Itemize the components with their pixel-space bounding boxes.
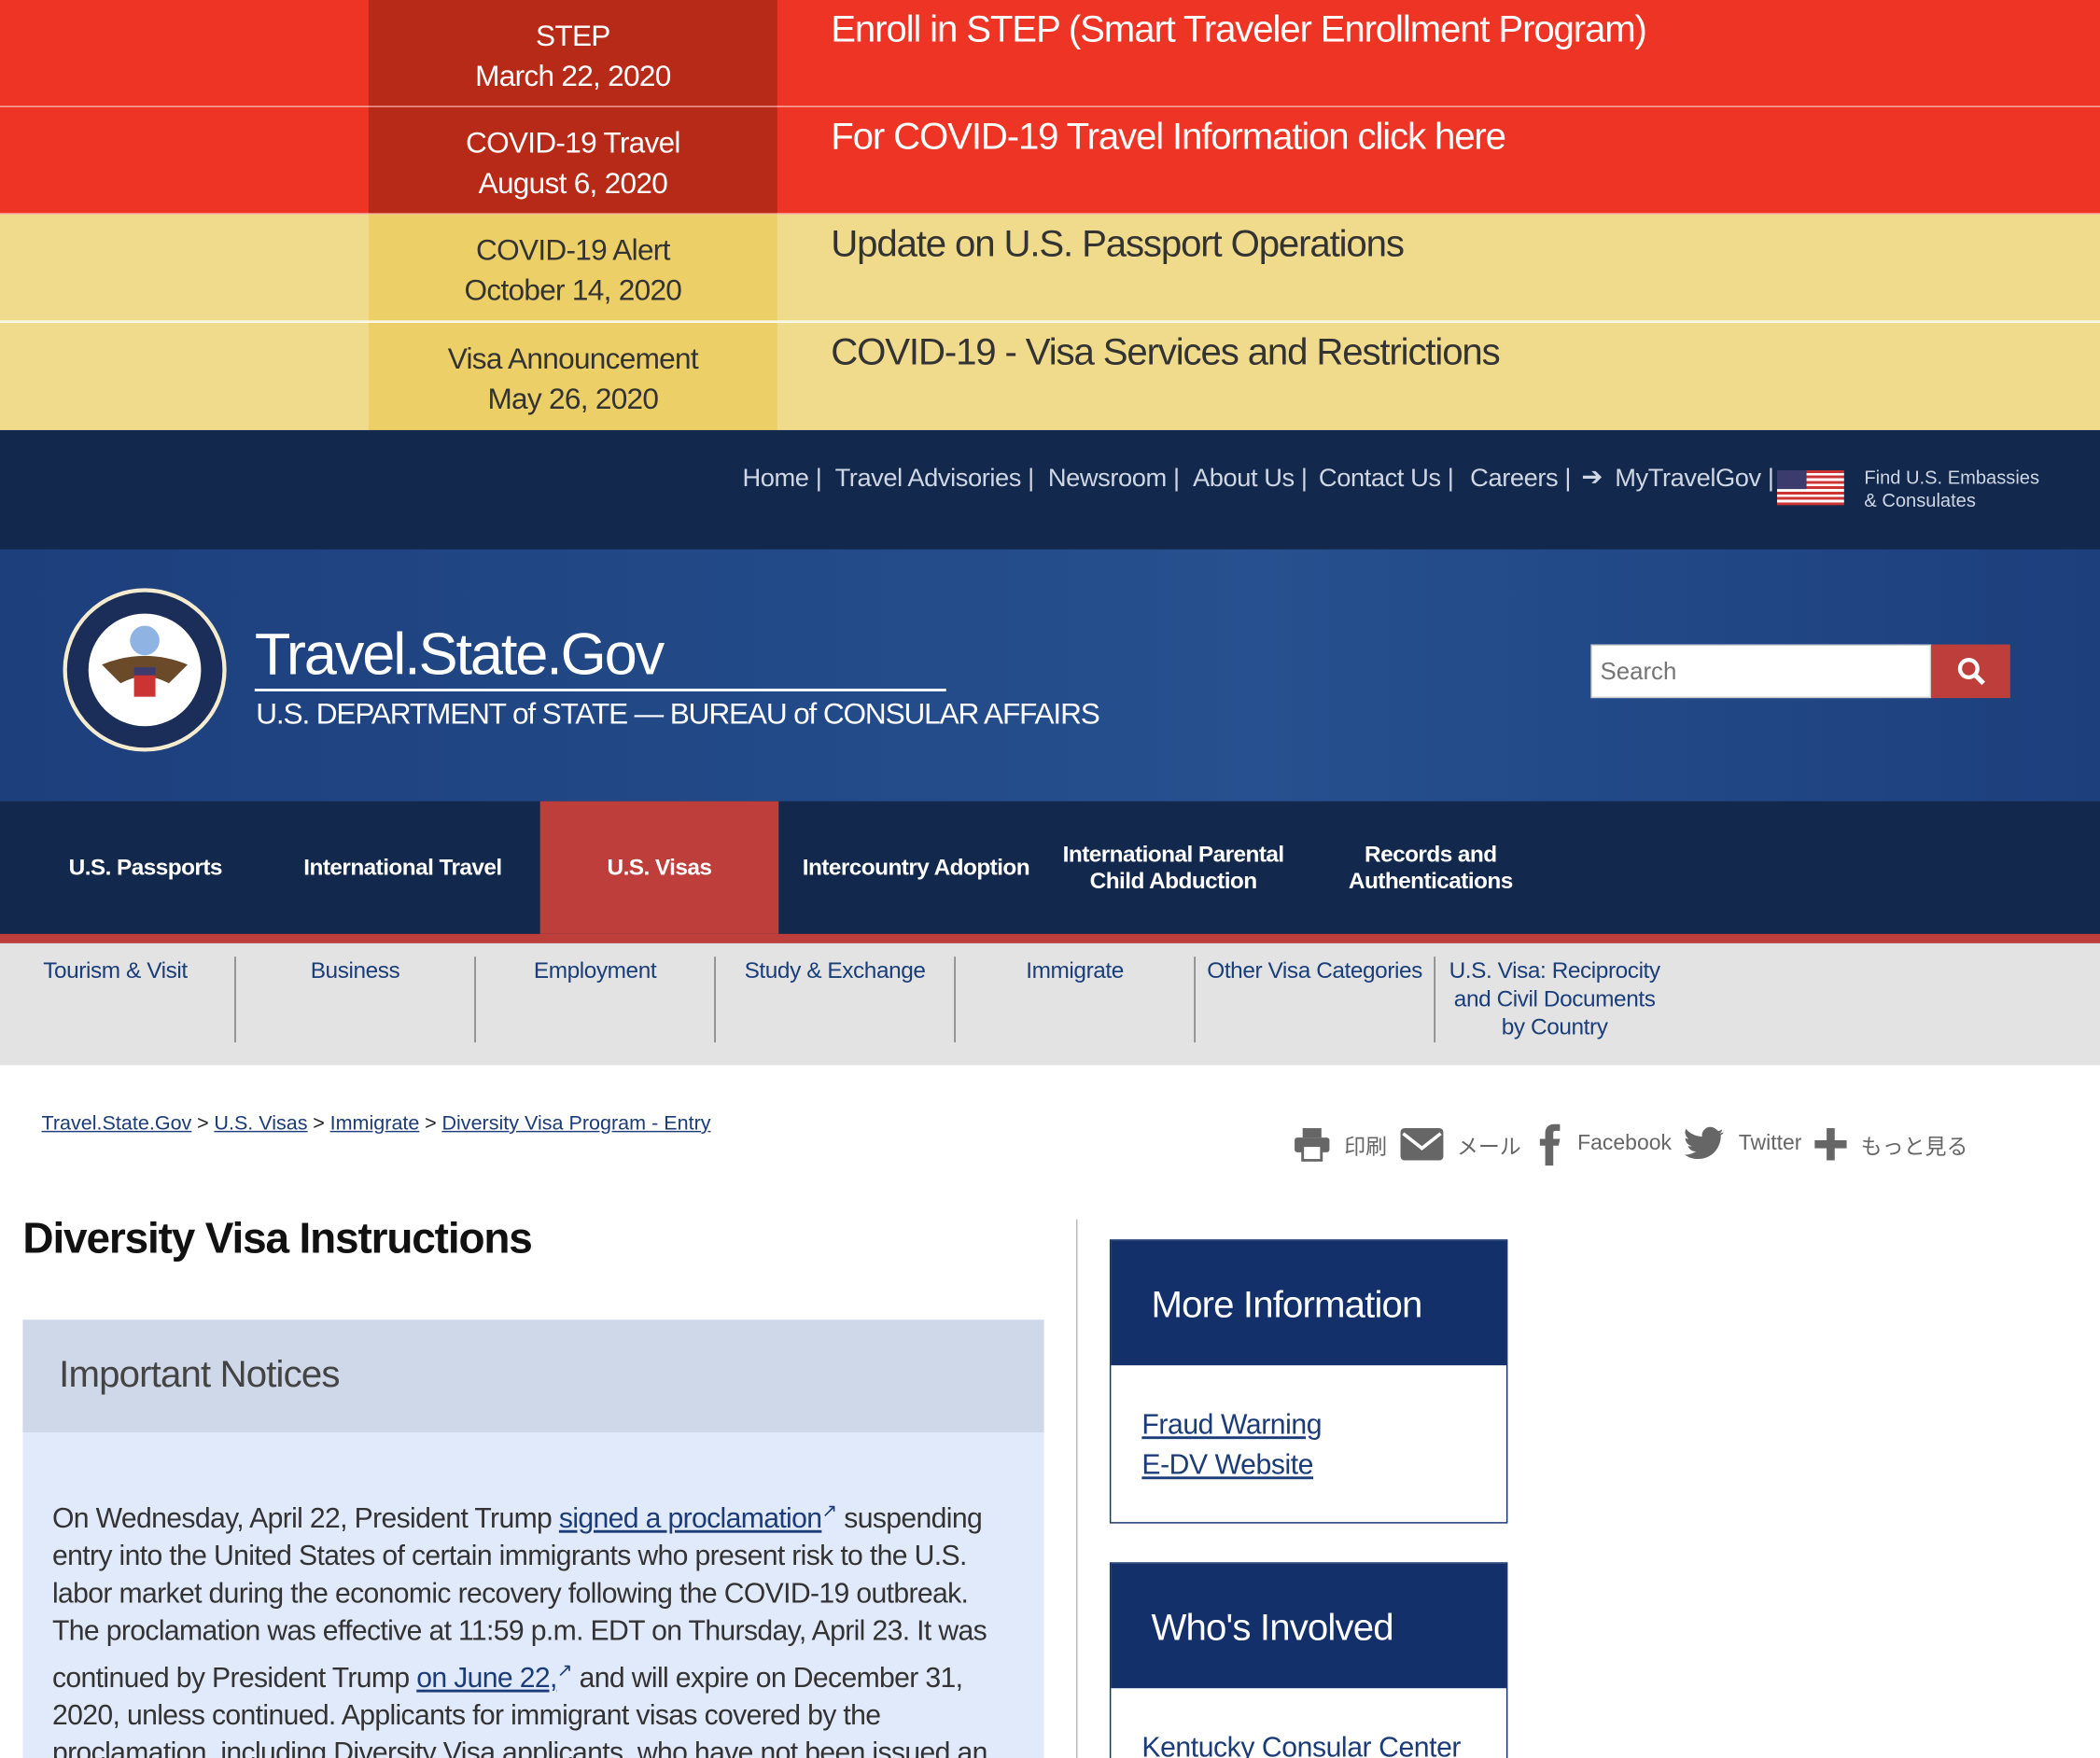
panel-links: Fraud Warning E-DV Website <box>1111 1365 1506 1486</box>
important-notices-box: Important Notices On Wednesday, April 22… <box>22 1319 1044 1758</box>
page-title: Diversity Visa Instructions <box>22 1213 532 1263</box>
tab-parental-child-abduction[interactable]: International Parental Child Abduction <box>1062 841 1285 894</box>
facebook-label[interactable]: Facebook <box>1577 1132 1672 1155</box>
sub-nav: Tourism & Visit Business Employment Stud… <box>0 942 2100 1066</box>
mail-icon[interactable] <box>1400 1127 1444 1162</box>
alert-step[interactable]: STEP March 22, 2020 Enroll in STEP (Smart… <box>0 0 2100 107</box>
subnav-reciprocity[interactable]: U.S. Visa: Reciprocity and Civil Documen… <box>1449 957 1661 1040</box>
main-nav: U.S. Passports International Travel U.S.… <box>0 801 2100 943</box>
twitter-icon[interactable] <box>1685 1126 1725 1162</box>
nav-careers[interactable]: Careers | <box>1470 465 1572 494</box>
site-subtitle: U.S. DEPARTMENT of STATE — BUREAU of CON… <box>256 696 1100 731</box>
embassy-line: Find U.S. Embassies <box>1864 466 2040 488</box>
nav-home[interactable]: Home | <box>742 465 822 494</box>
breadcrumb-link[interactable]: Immigrate <box>329 1111 420 1136</box>
notice-text: and will expire on December 31, 2020, un… <box>52 1662 987 1758</box>
embassy-line: & Consulates <box>1864 489 1976 511</box>
subnav-business[interactable]: Business <box>236 956 476 1043</box>
breadcrumb-link[interactable]: Diversity Visa Program - Entry <box>441 1111 711 1136</box>
alert-covid-alert[interactable]: COVID-19 Alert October 14, 2020 Update on… <box>0 214 2100 322</box>
subnav-study-exchange[interactable]: Study & Exchange <box>716 956 956 1043</box>
external-link-icon: ↗ <box>556 1658 573 1681</box>
alert-label: COVID-19 Travel August 6, 2020 <box>368 106 777 214</box>
alert-visa[interactable]: Visa Announcement May 26, 2020 COVID-19 -… <box>0 323 2100 432</box>
notices-heading: Important Notices <box>22 1319 1044 1432</box>
alert-type: COVID-19 Alert <box>476 232 670 267</box>
more-information-panel: More Information Fraud Warning E-DV Webs… <box>1109 1239 1508 1524</box>
breadcrumb-separator: > <box>197 1111 209 1136</box>
alert-date: March 22, 2020 <box>475 59 671 93</box>
alert-label: COVID-19 Alert October 14, 2020 <box>368 214 777 321</box>
alert-link[interactable]: Update on U.S. Passport Operations <box>831 222 1405 264</box>
notice-text: suspending entry into the United States … <box>52 1503 987 1694</box>
search-button[interactable] <box>1931 644 2010 699</box>
share-bar: 印刷 メール Facebook Twitter もっと見る <box>1294 1123 1968 1166</box>
search-icon <box>1957 658 1985 686</box>
breadcrumb: Travel.State.Gov > U.S. Visas > Immigrate > Di… <box>42 1112 711 1137</box>
alert-type: COVID-19 Travel <box>465 125 680 160</box>
nav-contact-us[interactable]: Contact Us | <box>1318 465 1454 494</box>
june-22-link[interactable]: on June 22, <box>416 1662 557 1694</box>
subnav-employment[interactable]: Employment <box>476 956 716 1043</box>
tab-us-visas[interactable]: U.S. Visas <box>539 801 779 934</box>
edv-website-link[interactable]: E-DV Website <box>1141 1449 1314 1481</box>
department-seal-logo[interactable] <box>62 587 228 753</box>
nav-newsroom[interactable]: Newsroom | <box>1047 465 1180 494</box>
column-divider <box>1076 1219 1078 1758</box>
site-header: Travel.State.Gov U.S. DEPARTMENT of STAT… <box>0 549 2100 803</box>
plus-icon[interactable] <box>1814 1128 1848 1161</box>
site-title[interactable]: Travel.State.Gov <box>254 621 946 691</box>
subnav-immigrate[interactable]: Immigrate <box>956 956 1196 1043</box>
more-label[interactable]: もっと見る <box>1860 1136 1968 1160</box>
tab-intercountry-adoption[interactable]: Intercountry Adoption <box>802 854 1030 880</box>
alert-label: STEP March 22, 2020 <box>368 0 777 106</box>
alert-date: October 14, 2020 <box>464 272 682 307</box>
alert-date: August 6, 2020 <box>478 166 668 200</box>
nav-about-us[interactable]: About Us | <box>1192 465 1308 494</box>
nav-travel-advisories[interactable]: Travel Advisories | <box>834 465 1035 494</box>
sign-in-icon: ➔ <box>1581 463 1603 492</box>
tab-us-passports[interactable]: U.S. Passports <box>68 854 223 880</box>
alert-link[interactable]: For COVID-19 Travel Information click he… <box>831 115 1506 158</box>
kentucky-consular-center-link[interactable]: Kentucky Consular Center <box>1141 1732 1462 1758</box>
print-icon[interactable] <box>1294 1127 1331 1162</box>
mail-label[interactable]: メール <box>1456 1136 1521 1160</box>
utility-nav: Home | Travel Advisories | Newsroom | Ab… <box>0 429 2100 551</box>
breadcrumb-separator: > <box>425 1111 437 1136</box>
breadcrumb-link[interactable]: Travel.State.Gov <box>41 1111 192 1136</box>
print-label[interactable]: 印刷 <box>1344 1136 1388 1160</box>
alert-type: Visa Announcement <box>447 342 699 376</box>
alert-link[interactable]: COVID-19 - Visa Services and Restriction… <box>831 330 1500 373</box>
twitter-label[interactable]: Twitter <box>1738 1132 1802 1155</box>
whos-involved-panel: Who's Involved Kentucky Consular Center <box>1109 1562 1508 1758</box>
alert-label: Visa Announcement May 26, 2020 <box>368 323 777 430</box>
find-embassies-link[interactable]: Find U.S. Embassies & Consulates <box>1864 467 2039 512</box>
notices-paragraph: On Wednesday, April 22, President Trump … <box>22 1432 1043 1758</box>
breadcrumb-link[interactable]: U.S. Visas <box>214 1111 308 1136</box>
alert-covid-travel[interactable]: COVID-19 Travel August 6, 2020 For COVID-… <box>0 106 2100 215</box>
subnav-tourism-visit[interactable]: Tourism & Visit <box>0 956 236 1043</box>
nav-mytravelgov[interactable]: MyTravelGov | <box>1615 465 1774 494</box>
proclamation-link[interactable]: signed a proclamation <box>558 1503 822 1535</box>
subnav-other-visa-categories[interactable]: Other Visa Categories <box>1196 956 1435 1043</box>
facebook-icon[interactable] <box>1534 1123 1564 1166</box>
fraud-warning-link[interactable]: Fraud Warning <box>1141 1409 1323 1441</box>
alert-link[interactable]: Enroll in STEP (Smart Traveler Enrollmen… <box>831 7 1647 50</box>
us-flag-icon[interactable] <box>1777 470 1844 506</box>
external-link-icon: ↗ <box>821 1499 837 1521</box>
panel-heading: Who's Involved <box>1111 1563 1506 1689</box>
tab-records-authentications[interactable]: Records and Authentications <box>1348 841 1513 894</box>
notice-text: On Wednesday, April 22, President Trump <box>52 1503 559 1535</box>
alert-type: STEP <box>536 19 610 53</box>
panel-links: Kentucky Consular Center <box>1111 1688 1506 1758</box>
panel-heading: More Information <box>1111 1240 1506 1366</box>
search-input[interactable] <box>1590 644 1932 699</box>
tab-international-travel[interactable]: International Travel <box>303 854 502 880</box>
alert-date: May 26, 2020 <box>487 382 659 416</box>
breadcrumb-separator: > <box>313 1111 325 1136</box>
